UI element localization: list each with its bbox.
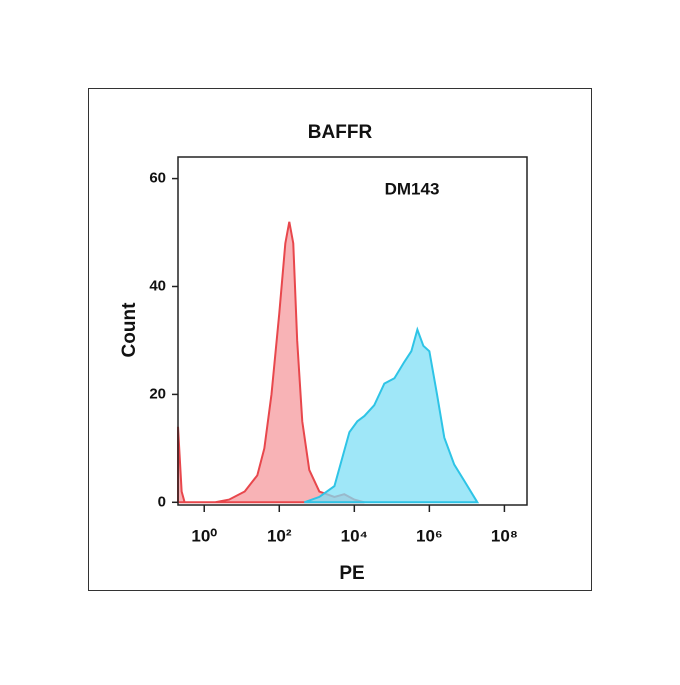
x-tick-label: 10²	[267, 526, 292, 545]
area	[303, 326, 480, 504]
x-axis-label: PE	[339, 563, 364, 584]
frame	[88, 88, 592, 591]
chart-title: BAFFR	[308, 122, 373, 143]
y-tick-label: 20	[149, 385, 166, 402]
x-tick-label: 10⁰	[191, 526, 217, 545]
y-tick-label: 40	[149, 277, 166, 294]
y-tick-label: 60	[149, 170, 166, 187]
y-tick-label: 0	[158, 493, 166, 510]
annotation: DM143	[385, 179, 440, 198]
area	[177, 221, 365, 504]
plot-border	[177, 156, 528, 506]
x-tick-label: 10⁶	[416, 526, 443, 545]
y-axis-label: Count	[119, 302, 140, 358]
x-tick-label: 10⁸	[491, 526, 518, 545]
x-tick-label: 10⁴	[341, 526, 368, 545]
